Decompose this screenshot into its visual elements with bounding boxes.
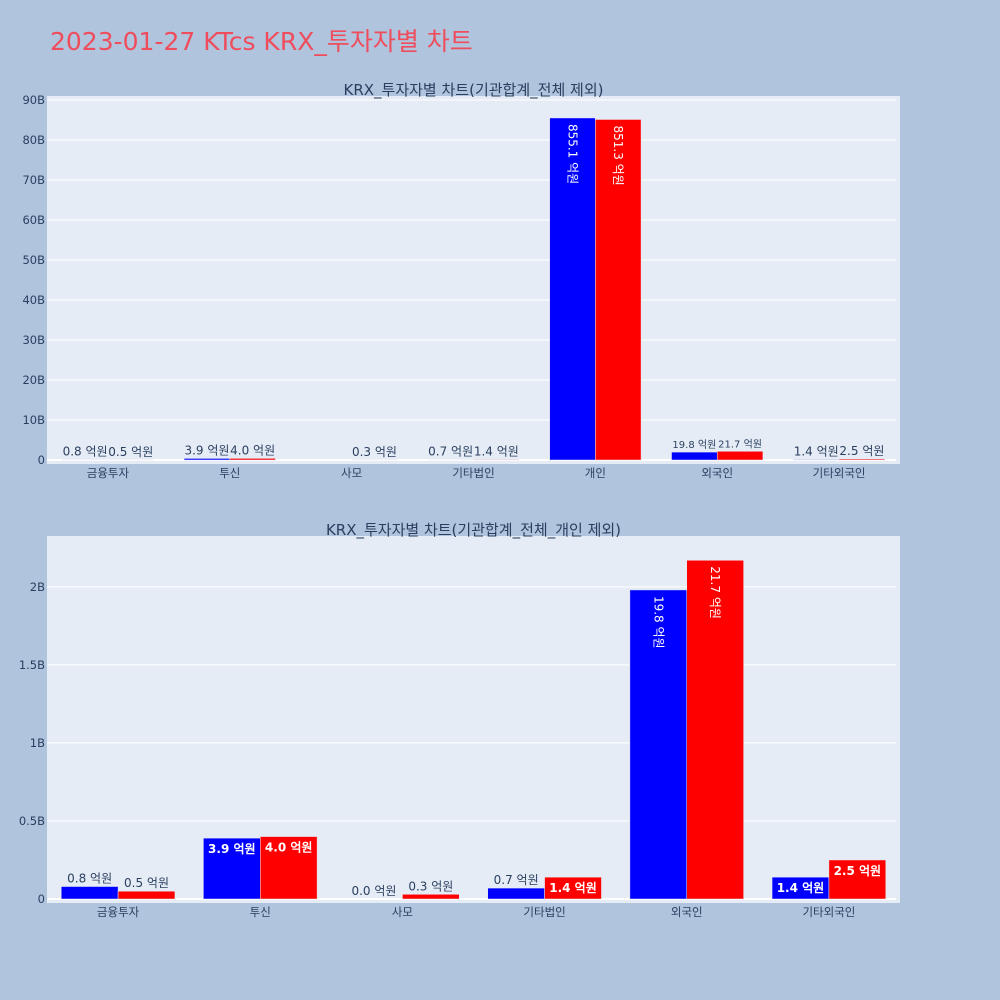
bar-value-label: 0.7 억원 <box>494 873 539 887</box>
bar-value-label: 1.4 억원 <box>794 444 839 458</box>
bar-value-label: 0.5 억원 <box>108 445 153 459</box>
bar-value-label: 21.7 억원 <box>718 438 762 450</box>
chart-bottom: 0 0.5B 1B 1.5B 2B KRX_투자자별 차트(기관합계_전체_개인 제외) 금… <box>19 521 900 919</box>
y-tick-label: 1.5B <box>19 658 45 672</box>
bar-value-label: 2.5 억원 <box>834 864 882 878</box>
bar[interactable] <box>183 458 231 461</box>
y-tick-label: 1B <box>30 736 45 750</box>
bar[interactable] <box>402 894 460 900</box>
bar[interactable] <box>229 458 276 461</box>
bar[interactable] <box>260 836 318 900</box>
bar-value-label: 2.5 억원 <box>839 444 884 458</box>
y-tick-label: 30B <box>22 333 45 347</box>
bar-value-label: 3.9 억원 <box>208 842 256 856</box>
bar[interactable] <box>595 119 642 461</box>
x-tick-label: 개인 <box>585 466 606 480</box>
bar[interactable] <box>60 886 119 900</box>
y-tick-label: 50B <box>22 253 45 267</box>
bar-value-label: 0.0 억원 <box>351 884 396 898</box>
bar-value-label: 4.0 억원 <box>265 841 313 855</box>
x-tick-label: 투신 <box>250 905 271 919</box>
bar[interactable] <box>828 859 887 900</box>
x-tick-label: 금융투자 <box>87 466 130 480</box>
bar[interactable] <box>544 876 602 900</box>
y-tick-label: 80B <box>22 133 45 147</box>
bar-value-label: 3.9 억원 <box>184 443 229 457</box>
bar[interactable] <box>549 117 596 461</box>
y-tick-label: 0 <box>38 453 45 467</box>
bar-value-label: 0.3 억원 <box>408 879 453 893</box>
y-tick-label: 90B <box>22 93 45 107</box>
bar-value-label: 21.7 억원 <box>708 566 722 619</box>
y-tick-label: 0.5B <box>19 814 45 828</box>
bar[interactable] <box>716 451 764 461</box>
y-tick-label: 70B <box>22 173 45 187</box>
bar-value-label: 0.5 억원 <box>124 876 169 890</box>
chart-title: KRX_투자자별 차트(기관합계_전체_개인 제외) <box>326 521 621 540</box>
bar-value-label: 0.8 억원 <box>67 872 112 886</box>
x-tick-label: 외국인 <box>701 466 733 480</box>
bar-value-label: 4.0 억원 <box>230 443 275 457</box>
x-tick-label: 투신 <box>219 466 240 480</box>
bar[interactable] <box>487 887 545 900</box>
bar[interactable] <box>203 837 261 900</box>
chart-title: KRX_투자자별 차트(기관합계_전체 제외) <box>344 81 604 100</box>
x-tick-label: 외국인 <box>671 905 703 919</box>
bar[interactable] <box>838 458 886 461</box>
x-tick-label: 금융투자 <box>97 905 140 919</box>
bar-value-label: 19.8 억원 <box>672 439 716 451</box>
bar[interactable] <box>629 589 688 900</box>
x-tick-label: 기타법인 <box>523 905 565 919</box>
bar[interactable] <box>793 459 840 461</box>
bar-value-label: 0.7 억원 <box>428 445 473 459</box>
bar[interactable] <box>117 890 176 900</box>
x-tick-label: 기타외국인 <box>802 905 855 919</box>
y-tick-label: 60B <box>22 213 45 227</box>
y-tick-label: 20B <box>22 373 45 387</box>
plot-area <box>47 96 900 464</box>
x-tick-label: 사모 <box>392 905 413 919</box>
x-tick-label: 기타법인 <box>452 466 494 480</box>
bar[interactable] <box>686 560 744 900</box>
plot-area <box>47 536 900 903</box>
x-tick-label: 기타외국인 <box>813 466 866 480</box>
y-tick-label: 2B <box>30 580 45 594</box>
x-tick-label: 사모 <box>341 466 362 480</box>
page-title: 2023-01-27 KTcs KRX_투자자별 차트 <box>50 27 473 56</box>
bar-value-label: 0.3 억원 <box>352 445 397 459</box>
bar-value-label: 1.4 억원 <box>474 444 519 458</box>
bar-value-label: 1.4 억원 <box>549 881 597 895</box>
y-tick-label: 10B <box>22 413 45 427</box>
bar-value-label: 1.4 억원 <box>777 881 825 895</box>
bar[interactable] <box>473 459 520 461</box>
bar-value-label: 19.8 억원 <box>651 596 665 649</box>
bar-value-label: 851.3 억원 <box>611 125 625 185</box>
chart-top: 0 10B 20B 30B 40B 50B 60B 70B 80B 90B KRX_투자자별 차트(… <box>22 81 900 480</box>
y-tick-label: 40B <box>22 293 45 307</box>
bar-value-label: 855.1 억원 <box>566 124 580 184</box>
bar[interactable] <box>671 451 718 461</box>
y-tick-label: 0 <box>38 892 45 906</box>
bar-value-label: 0.8 억원 <box>63 445 108 459</box>
